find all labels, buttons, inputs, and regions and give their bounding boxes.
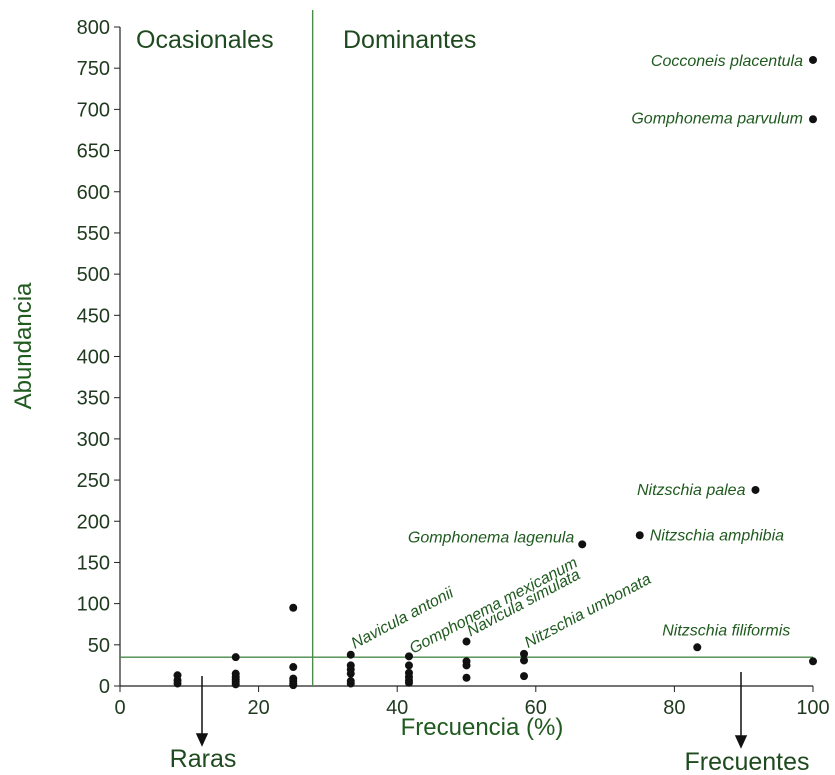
data-point [751,485,760,494]
data-point [231,653,240,662]
y-tick-label: 450 [77,305,110,327]
x-tick-label: 60 [525,697,547,719]
species-label: Nitzschia filiformis [662,622,790,639]
quadrant-label-frequent: Frecuentes [684,748,809,775]
quadrant-label-rare: Raras [170,745,237,773]
data-point [462,661,471,670]
data-point [404,652,413,661]
data-point [809,115,817,124]
data-point [346,650,355,659]
data-point [346,679,355,688]
y-tick-label: 200 [77,511,110,533]
y-tick-label: 300 [77,429,110,451]
data-point [693,643,702,652]
data-point [809,55,817,64]
data-point [635,531,644,540]
y-tick-label: 150 [77,552,110,574]
y-tick-label: 50 [88,635,110,657]
data-point [404,661,413,670]
x-tick-label: 100 [796,697,829,719]
data-point [289,603,298,612]
y-tick-label: 0 [99,676,110,698]
data-point [346,669,355,678]
y-tick-label: 350 [77,388,110,410]
y-tick-label: 400 [77,347,110,369]
x-tick-label: 20 [247,697,269,719]
quadrant-label-occasional: Ocasionales [136,26,274,54]
data-point [520,649,529,658]
y-tick-label: 800 [77,17,110,39]
data-point [289,681,298,690]
y-tick-label: 100 [77,594,110,616]
species-labels: Gomphonema lagenula Nitzschia amphibia Nit… [349,53,803,658]
species-label: Gomphonema lagenula [408,529,574,546]
data-point [520,656,529,665]
y-axis-ticks: 0 50 100 150 200 250 300 350 400 450 500 550 600 650 7… [77,17,120,698]
x-axis-title: Frecuencia (%) [401,714,564,741]
y-tick-label: 550 [77,223,110,245]
quadrant-label-dominant: Dominantes [343,26,476,54]
data-point [578,540,587,549]
data-point [809,657,817,666]
x-tick-label: 80 [663,697,685,719]
y-tick-label: 750 [77,58,110,80]
data-point [404,678,413,687]
rare-arrow [195,676,209,747]
x-tick-label: 40 [386,697,408,719]
data-point [462,673,471,682]
y-tick-label: 600 [77,182,110,204]
data-point [231,680,240,689]
frequent-arrow [734,672,748,749]
species-label: Gomphonema parvulum [631,110,803,127]
data-point [462,637,471,646]
data-point [173,679,182,688]
data-points [173,55,817,690]
x-axis-ticks: 0 20 40 60 80 100 [114,686,830,719]
data-point [289,663,298,672]
species-label: Nitzschia amphibia [650,527,784,544]
y-tick-label: 250 [77,470,110,492]
x-tick-label: 0 [114,697,125,719]
y-tick-label: 500 [77,264,110,286]
data-point [520,672,529,681]
species-label: Cocconeis placentula [651,53,803,70]
species-label: Nitzschia palea [637,482,746,499]
y-axis-title: Abundancia [10,282,37,409]
y-tick-label: 650 [77,141,110,163]
y-tick-label: 700 [77,99,110,121]
